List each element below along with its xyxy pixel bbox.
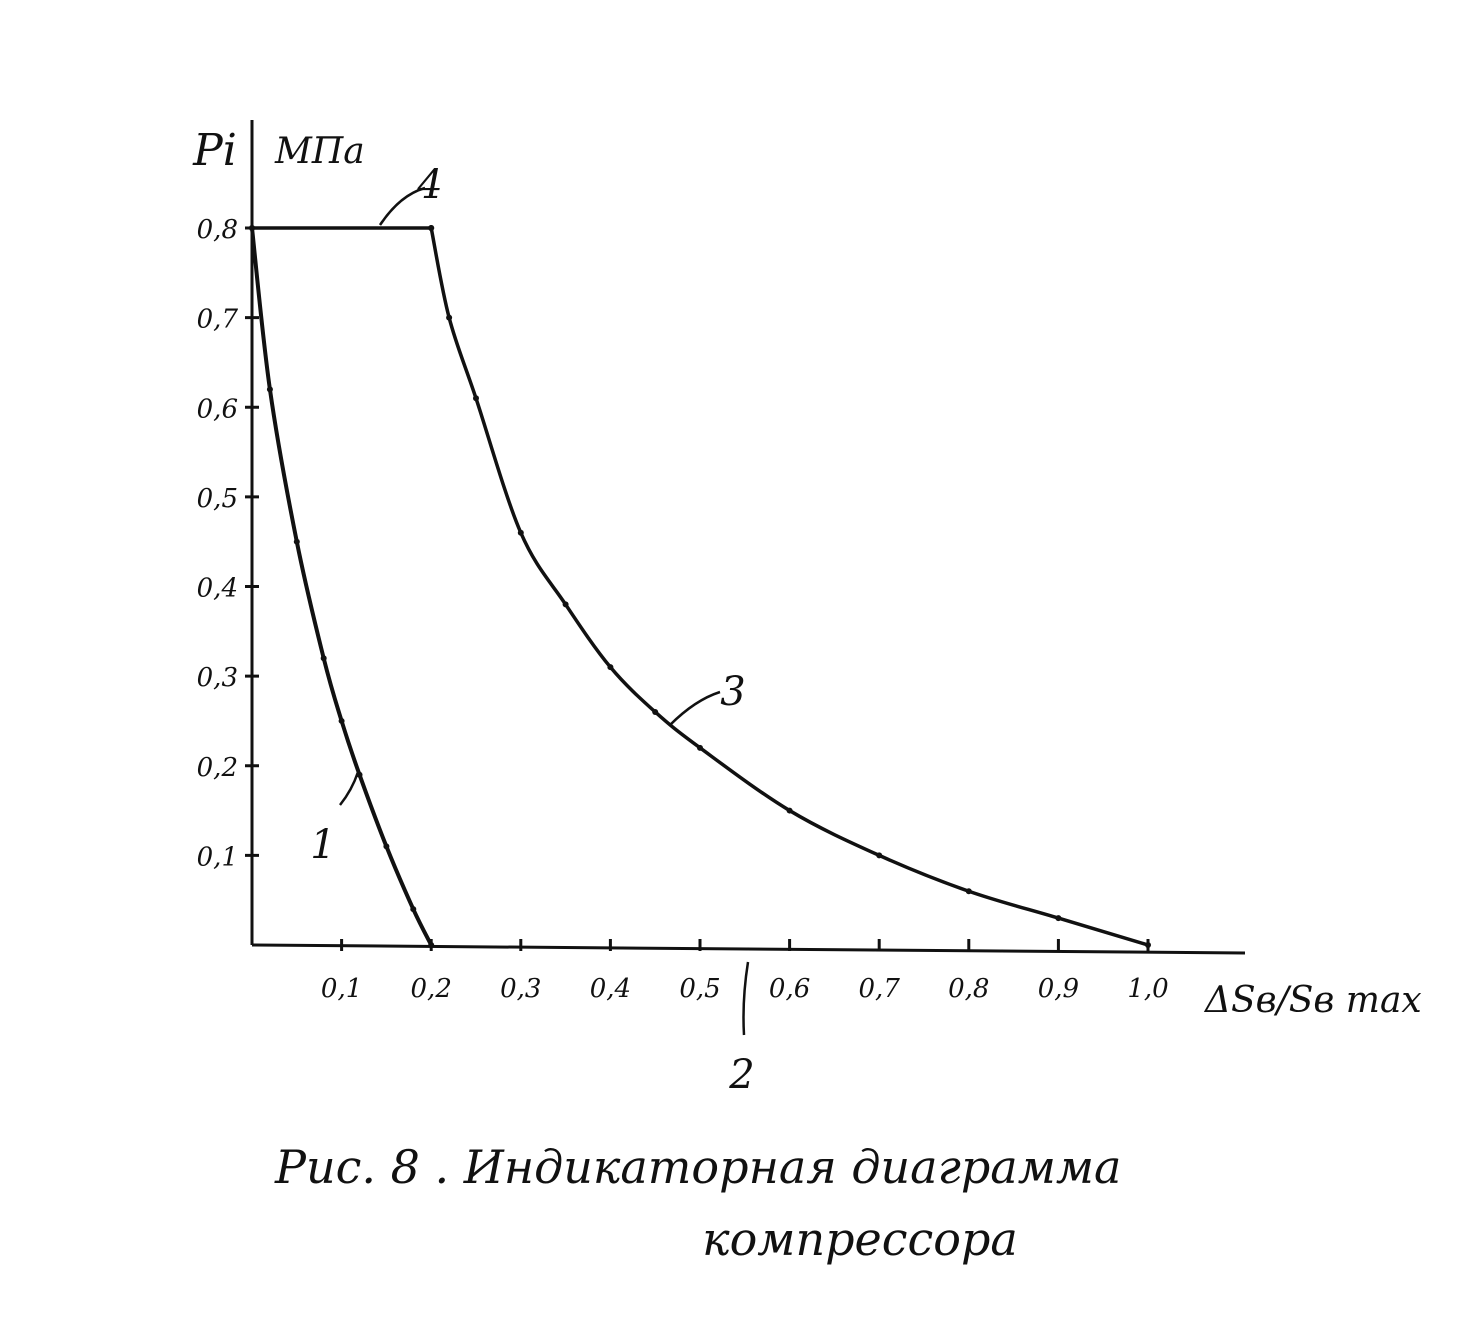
x-tick-label: 0,1	[321, 974, 362, 1004]
series-3-point	[965, 888, 972, 895]
x-tick-label: 0,9	[1038, 974, 1079, 1004]
series-4-point	[428, 225, 435, 231]
series-3-point	[562, 601, 569, 608]
series-3-point	[607, 664, 614, 671]
y-axis-unit: МПа	[274, 131, 365, 172]
series-3-point	[697, 744, 703, 751]
series-1-leader	[339, 771, 360, 806]
labels: 1 2 3 4 Pi МПа ΔSв/Sв max Рис. 8 . Индикаторная…	[192, 125, 1422, 1266]
x-tick-label: 0,7	[859, 974, 901, 1004]
series-3-label: 3	[720, 669, 745, 715]
series-3-point	[652, 708, 659, 715]
series-3-point	[786, 807, 793, 814]
series-2-leader	[742, 961, 750, 1036]
series-3-point	[517, 529, 524, 536]
series-3-point	[446, 314, 453, 321]
series-3-leader	[669, 690, 721, 726]
x-tick-label: 1,0	[1127, 974, 1168, 1004]
series-1-point	[293, 538, 300, 545]
x-tick-label: 0,4	[590, 974, 631, 1004]
y-tick-label: 0,1	[197, 842, 238, 872]
ticks: 0,1 0,2 0,3 0,4 0,5 0,6 0,7 0,8 0,9 1,0 0,1 0,2 0,3 0…	[197, 215, 1169, 1004]
series-1-point	[428, 942, 435, 948]
series-1-point	[338, 717, 345, 724]
series-1-point	[383, 843, 390, 850]
series-1-line	[250, 226, 434, 947]
y-axis-label: Pi	[192, 125, 237, 176]
series-3-point	[1145, 942, 1151, 948]
series-4-label: 4	[416, 162, 442, 208]
x-tick-label: 0,6	[769, 974, 810, 1004]
y-tick-label: 0,6	[197, 394, 238, 424]
y-tick-label: 0,5	[197, 484, 238, 514]
series-4-point	[249, 225, 255, 231]
x-tick-label: 0,2	[411, 974, 452, 1004]
series-1-label: 1	[310, 822, 335, 868]
figure-caption-line: компрессора	[702, 1212, 1018, 1266]
x-axis-label: ΔSв/Sв max	[1203, 980, 1422, 1021]
x-tick-label: 0,8	[948, 974, 989, 1004]
x-tick-label: 0,3	[500, 974, 541, 1004]
y-tick-label: 0,7	[197, 305, 239, 335]
series-3-point	[876, 852, 883, 859]
series-3-line	[429, 226, 1150, 947]
y-tick-label: 0,2	[197, 753, 238, 783]
y-tick-label: 0,3	[197, 663, 238, 693]
x-axis-line	[251, 943, 1246, 955]
series-3-point	[473, 395, 479, 402]
x-tick-label: 0,5	[679, 974, 720, 1004]
figure-caption-line: Рис. 8 . Индикаторная диаграмма	[274, 1140, 1121, 1194]
series-4-leader	[378, 186, 426, 226]
series-2-label: 2	[728, 1052, 754, 1098]
series-curves	[249, 225, 1151, 948]
y-tick-label: 0,8	[197, 215, 238, 245]
axes	[250, 120, 1246, 955]
series-3-point	[1055, 915, 1062, 922]
series-1-point	[266, 386, 273, 393]
y-tick-label: 0,4	[197, 574, 238, 604]
series-1-point	[320, 655, 327, 662]
series-1-point	[410, 906, 417, 913]
